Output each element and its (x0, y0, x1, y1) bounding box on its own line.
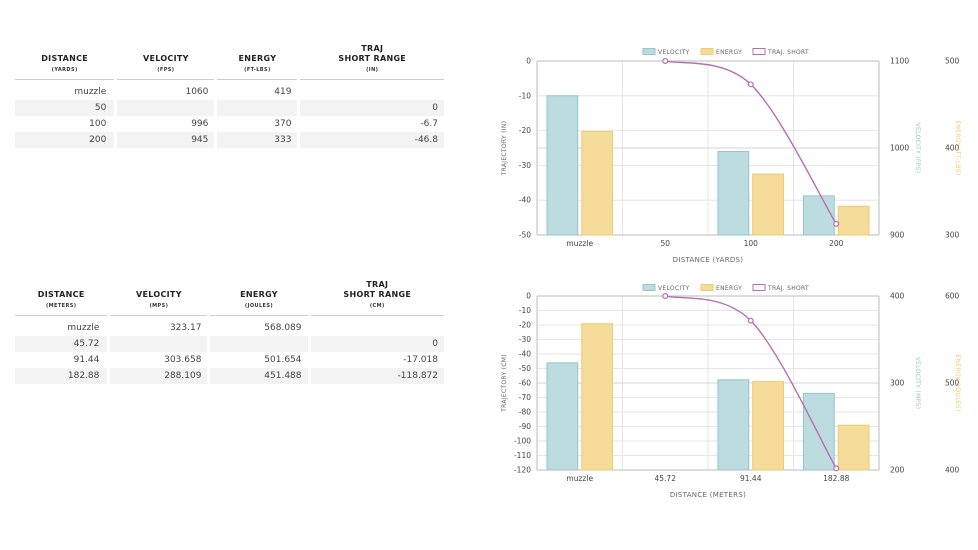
trajectory-point (747, 81, 754, 88)
cell-velocity (117, 100, 215, 116)
table-header-row: DISTANCE (YARDS) VELOCITY (FPS) ENERGY (FT-… (15, 44, 444, 80)
y-tick-label-trajectory: -50 (519, 231, 531, 240)
y-tick-label-trajectory: 0 (526, 57, 531, 66)
cell-energy: 370 (274, 119, 292, 129)
y-tick-label-energy: 300 (945, 231, 960, 240)
cell-trajectory: -6.7 (420, 119, 438, 129)
cell-energy: 568.089 (264, 323, 302, 333)
table-row: 50 0 (15, 100, 444, 116)
cell-distance: 50 (15, 100, 115, 116)
cell-velocity: 945 (117, 132, 215, 148)
cell-velocity: 996 (191, 119, 209, 129)
table-row: 45.72 0 (15, 336, 444, 352)
table-header-row: DISTANCE (METERS) VELOCITY (MPS) ENERGY (JO… (15, 280, 444, 316)
table-row: 200 945 333 -46.8 (15, 132, 444, 148)
table-row: 182.88 288.109 451.488 -118.872 (15, 368, 444, 384)
x-tick-label: 50 (660, 239, 670, 248)
legend-velocity-label: VELOCITY (658, 49, 689, 56)
cell-trajectory: -17.018 (403, 355, 438, 365)
header-trajectory: TRAJ SHORT RANGE (IN) (300, 44, 444, 80)
y-axis-title-trajectory: TRAJECTORY (IN) (501, 121, 508, 177)
cell-energy: 419 (274, 87, 292, 97)
velocity-bar (546, 95, 579, 236)
trajectory-line (665, 60, 837, 225)
cell-velocity: 323.17 (169, 323, 202, 333)
cell-energy (217, 100, 298, 116)
legend-energy-label: ENERGY (716, 49, 742, 56)
y-tick-label-trajectory: -40 (519, 196, 531, 205)
cell-distance: 100 (89, 119, 107, 129)
velocity-bar (717, 150, 750, 236)
cell-velocity (110, 336, 208, 352)
y-axis-title-energy: ENERGY (FT-LBS) (954, 120, 961, 175)
y-tick-label-energy: 500 (945, 57, 960, 66)
cell-velocity: 1060 (185, 87, 209, 97)
table-row: muzzle 323.17 568.089 (15, 316, 444, 336)
header-energy: ENERGY (JOULES) (210, 280, 308, 316)
cell-trajectory: -118.872 (310, 368, 444, 384)
cell-energy: 501.654 (264, 355, 302, 365)
x-tick-label: 100 (744, 239, 759, 248)
cell-energy (210, 336, 308, 352)
header-distance: DISTANCE (YARDS) (15, 44, 115, 80)
cell-trajectory: 0 (300, 100, 444, 116)
cell-distance: 200 (15, 132, 115, 148)
y-tick-label-trajectory: -30 (519, 161, 531, 170)
cell-energy: 451.488 (210, 368, 308, 384)
trajectory-point (662, 57, 669, 64)
table-row: 91.44 303.658 501.654 -17.018 (15, 352, 444, 368)
y-tick-label-velocity: 900 (890, 231, 905, 240)
cell-velocity: 303.658 (164, 355, 202, 365)
header-trajectory: TRAJ SHORT RANGE (CM) (310, 280, 444, 316)
energy-bar (752, 173, 785, 236)
cell-distance: 45.72 (15, 336, 108, 352)
ballistics-table-imperial: DISTANCE (YARDS) VELOCITY (FPS) ENERGY (FT-… (12, 44, 447, 148)
y-tick-label-velocity: 1100 (890, 57, 909, 66)
header-distance: DISTANCE (METERS) (15, 280, 108, 316)
x-tick-label: muzzle (566, 239, 593, 248)
ballistics-table-metric: DISTANCE (METERS) VELOCITY (MPS) ENERGY (JO… (12, 280, 447, 384)
trajectory-point (833, 220, 840, 227)
cell-distance: 182.88 (15, 368, 108, 384)
cell-distance: 91.44 (73, 355, 100, 365)
header-velocity: VELOCITY (MPS) (110, 280, 208, 316)
cell-distance: muzzle (74, 87, 107, 97)
y-tick-label-velocity: 1000 (890, 144, 909, 153)
table-row: 100 996 370 -6.7 (15, 116, 444, 132)
header-energy: ENERGY (FT-LBS) (217, 44, 298, 80)
cell-trajectory: 0 (310, 336, 444, 352)
x-axis-title: DISTANCE (YARDS) (673, 256, 744, 264)
table-row: muzzle 1060 419 (15, 80, 444, 100)
cell-velocity: 288.109 (110, 368, 208, 384)
legend-trajectory-swatch (752, 48, 766, 55)
velocity-bar (802, 195, 835, 236)
cell-energy: 333 (217, 132, 298, 148)
y-tick-label-trajectory: -10 (519, 91, 531, 100)
cell-trajectory: -46.8 (300, 132, 444, 148)
energy-bar (581, 130, 614, 236)
cell-distance: muzzle (67, 323, 100, 333)
y-axis-title-velocity: VELOCITY (FPS) (914, 123, 921, 174)
header-velocity: VELOCITY (FPS) (117, 44, 215, 80)
y-tick-label-energy: 400 (945, 144, 960, 153)
legend-energy-swatch (700, 48, 714, 55)
legend-trajectory-label: TRAJ. SHORT (767, 49, 809, 56)
legend-velocity-swatch (642, 48, 656, 55)
y-tick-label-trajectory: -20 (519, 126, 531, 135)
x-tick-label: 200 (829, 239, 844, 248)
energy-bar (837, 205, 870, 236)
